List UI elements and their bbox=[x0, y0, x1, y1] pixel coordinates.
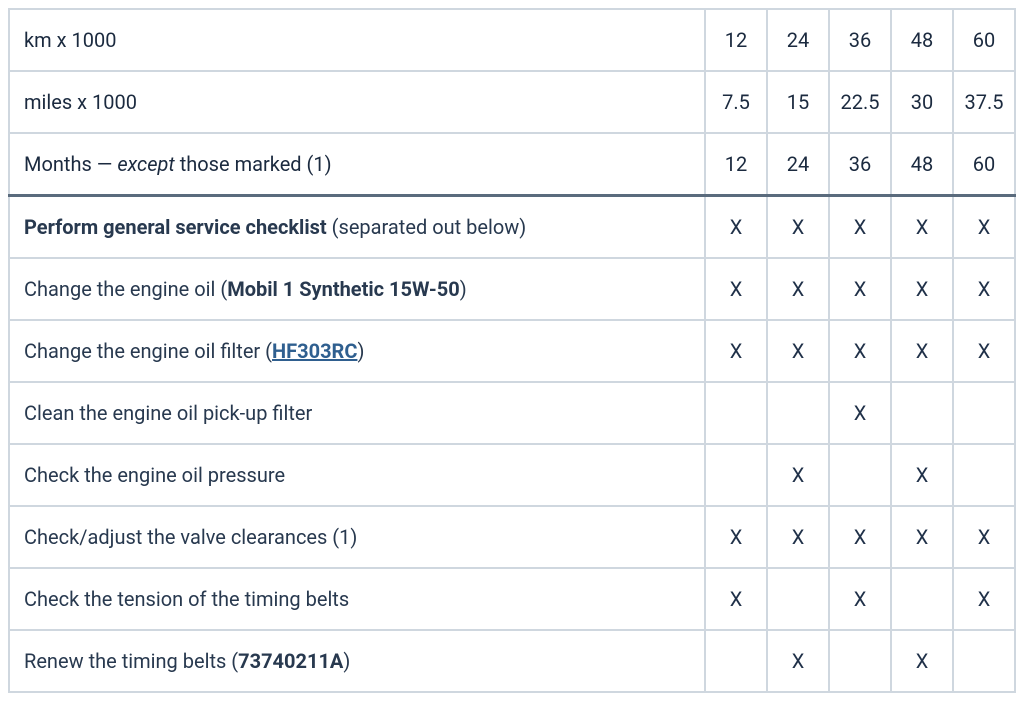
schedule-cell: X bbox=[705, 568, 767, 630]
schedule-cell: X bbox=[829, 320, 891, 382]
table-body: Perform general service checklist (separ… bbox=[9, 196, 1015, 693]
table-row: Check/adjust the valve clearances (1)XXX… bbox=[9, 506, 1015, 568]
schedule-cell: X bbox=[829, 382, 891, 444]
schedule-cell bbox=[705, 444, 767, 506]
schedule-cell: X bbox=[891, 630, 953, 692]
header-interval: 24 bbox=[767, 9, 829, 71]
header-interval: 12 bbox=[705, 133, 767, 196]
row-label: Check the tension of the timing belts bbox=[9, 568, 705, 630]
schedule-cell: X bbox=[767, 320, 829, 382]
header-interval: 36 bbox=[829, 9, 891, 71]
schedule-cell: X bbox=[829, 196, 891, 259]
schedule-cell: X bbox=[767, 444, 829, 506]
schedule-cell: X bbox=[891, 196, 953, 259]
schedule-cell: X bbox=[891, 258, 953, 320]
header-row: miles x 10007.51522.53037.5 bbox=[9, 71, 1015, 133]
schedule-cell bbox=[953, 444, 1015, 506]
schedule-cell: X bbox=[705, 506, 767, 568]
header-interval: 22.5 bbox=[829, 71, 891, 133]
row-label: Clean the engine oil pick-up filter bbox=[9, 382, 705, 444]
schedule-cell bbox=[829, 444, 891, 506]
schedule-cell bbox=[953, 382, 1015, 444]
schedule-cell: X bbox=[705, 196, 767, 259]
table-row: Check the engine oil pressure XX bbox=[9, 444, 1015, 506]
header-interval: 60 bbox=[953, 9, 1015, 71]
header-interval: 48 bbox=[891, 133, 953, 196]
schedule-cell bbox=[705, 630, 767, 692]
header-interval: 12 bbox=[705, 9, 767, 71]
row-label: Perform general service checklist (separ… bbox=[9, 196, 705, 259]
row-label: Change the engine oil filter (HF303RC) bbox=[9, 320, 705, 382]
schedule-cell: X bbox=[705, 320, 767, 382]
schedule-cell bbox=[891, 568, 953, 630]
header-label: Months — except those marked (1) bbox=[9, 133, 705, 196]
schedule-cell: X bbox=[953, 568, 1015, 630]
schedule-cell bbox=[705, 382, 767, 444]
schedule-cell: X bbox=[767, 196, 829, 259]
header-interval: 36 bbox=[829, 133, 891, 196]
schedule-cell: X bbox=[767, 258, 829, 320]
row-label: Renew the timing belts (73740211A) bbox=[9, 630, 705, 692]
schedule-cell: X bbox=[829, 568, 891, 630]
schedule-cell: X bbox=[953, 320, 1015, 382]
schedule-cell: X bbox=[767, 630, 829, 692]
header-interval: 60 bbox=[953, 133, 1015, 196]
schedule-cell: X bbox=[829, 258, 891, 320]
table-header: km x 10001224364860miles x 10007.51522.5… bbox=[9, 9, 1015, 196]
table-row: Check the tension of the timing beltsXXX bbox=[9, 568, 1015, 630]
table-row: Renew the timing belts (73740211A) XX bbox=[9, 630, 1015, 692]
schedule-cell bbox=[829, 630, 891, 692]
header-label: km x 1000 bbox=[9, 9, 705, 71]
oil-filter-link[interactable]: HF303RC bbox=[272, 339, 357, 363]
row-label: Check the engine oil pressure bbox=[9, 444, 705, 506]
table-row: Perform general service checklist (separ… bbox=[9, 196, 1015, 259]
header-interval: 37.5 bbox=[953, 71, 1015, 133]
schedule-cell: X bbox=[953, 506, 1015, 568]
row-label: Check/adjust the valve clearances (1) bbox=[9, 506, 705, 568]
header-row: Months — except those marked (1)12243648… bbox=[9, 133, 1015, 196]
header-interval: 30 bbox=[891, 71, 953, 133]
header-row: km x 10001224364860 bbox=[9, 9, 1015, 71]
schedule-cell bbox=[891, 382, 953, 444]
schedule-cell: X bbox=[891, 444, 953, 506]
schedule-cell bbox=[767, 382, 829, 444]
schedule-cell bbox=[767, 568, 829, 630]
schedule-cell: X bbox=[829, 506, 891, 568]
header-interval: 15 bbox=[767, 71, 829, 133]
schedule-cell bbox=[953, 630, 1015, 692]
header-interval: 48 bbox=[891, 9, 953, 71]
table-row: Change the engine oil filter (HF303RC)XX… bbox=[9, 320, 1015, 382]
schedule-cell: X bbox=[953, 196, 1015, 259]
schedule-cell: X bbox=[953, 258, 1015, 320]
header-interval: 7.5 bbox=[705, 71, 767, 133]
maintenance-schedule-table: km x 10001224364860miles x 10007.51522.5… bbox=[8, 8, 1016, 693]
schedule-cell: X bbox=[705, 258, 767, 320]
schedule-cell: X bbox=[767, 506, 829, 568]
header-label: miles x 1000 bbox=[9, 71, 705, 133]
header-interval: 24 bbox=[767, 133, 829, 196]
row-label: Change the engine oil (Mobil 1 Synthetic… bbox=[9, 258, 705, 320]
schedule-cell: X bbox=[891, 506, 953, 568]
table-row: Change the engine oil (Mobil 1 Synthetic… bbox=[9, 258, 1015, 320]
schedule-cell: X bbox=[891, 320, 953, 382]
table-row: Clean the engine oil pick-up filter X bbox=[9, 382, 1015, 444]
